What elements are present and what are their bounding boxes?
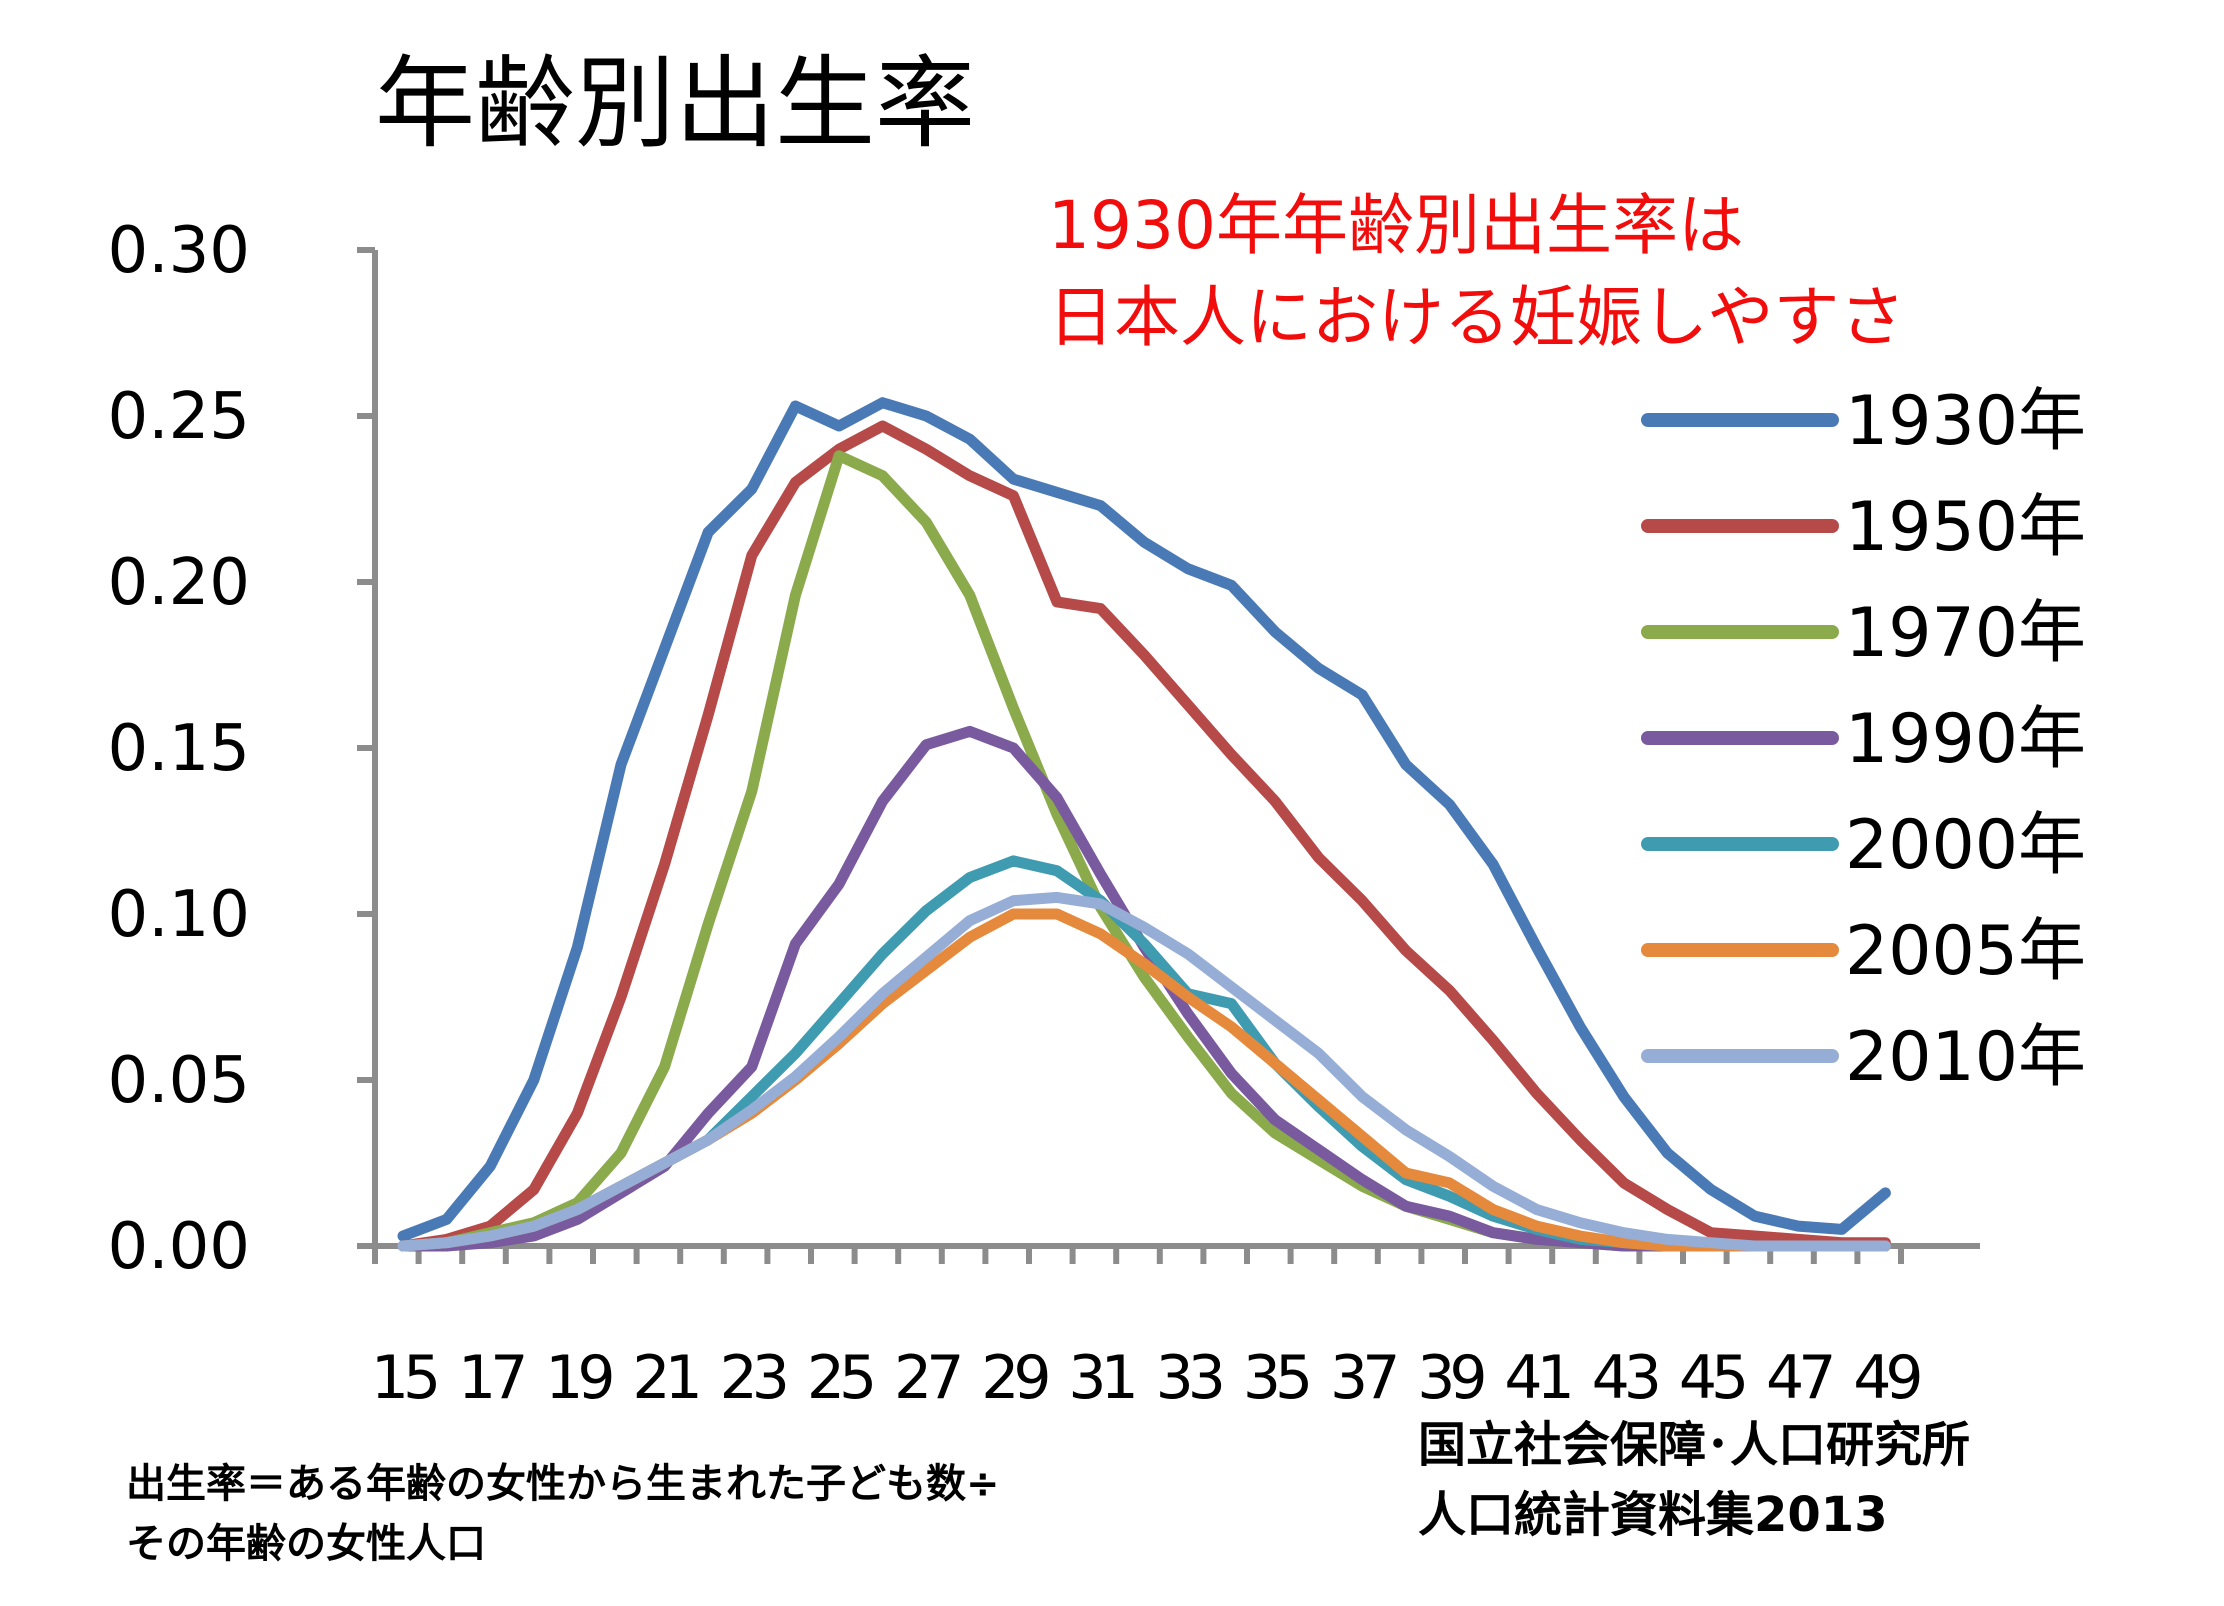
y-tick-label: 0.15 <box>108 712 251 786</box>
series-line-1 <box>397 420 1891 1252</box>
x-tick-label: 15 <box>371 1343 436 1413</box>
x-tick-label: 19 <box>545 1343 611 1413</box>
y-tick-label: 0.20 <box>108 546 251 620</box>
legend-label-1: 1950年 <box>1845 488 2086 567</box>
footnote-line-1: 出生率＝ある年齢の女性から生まれた子ども数÷ <box>126 1461 1000 1507</box>
page-title: 年齢別出生率 <box>375 45 975 162</box>
x-tick-label: 39 <box>1417 1343 1483 1413</box>
x-tick-label: 47 <box>1766 1343 1832 1413</box>
x-tick-label: 35 <box>1243 1343 1308 1413</box>
x-tick-label: 17 <box>458 1343 524 1413</box>
annotation-line-2: 日本人における妊娠しやすさ <box>1048 279 1906 356</box>
chart-legend: 1930年 1950年 1970年 1990年 2000年 2005年 2010年 <box>1641 382 2086 1097</box>
series-line-0 <box>397 397 1891 1242</box>
annotation: 1930年年齢別出生率は 日本人における妊娠しやすさ <box>1048 180 1905 364</box>
x-tick-label: 45 <box>1679 1343 1744 1413</box>
y-tick-label: 0.00 <box>108 1210 251 1284</box>
x-tick-label: 27 <box>894 1343 960 1413</box>
x-tick-label: 41 <box>1504 1343 1569 1413</box>
x-tick-label: 33 <box>1156 1343 1222 1413</box>
legend-label-6: 2010年 <box>1845 1018 2086 1097</box>
legend-label-3: 1990年 <box>1845 700 2086 779</box>
y-tick-label: 0.30 <box>108 214 251 288</box>
source-line-1: 国立社会保障･人口研究所 <box>1418 1417 1971 1473</box>
source-line-2: 人口統計資料集2013 <box>1418 1487 1888 1543</box>
series-line-6 <box>397 891 1891 1252</box>
annotation-line-1: 1930年年齢別出生率は <box>1048 187 1744 264</box>
y-tick-label: 0.10 <box>108 878 251 952</box>
source-citation: 国立社会保障･人口研究所 人口統計資料集2013 <box>1418 1410 1970 1550</box>
legend-label-5: 2005年 <box>1845 912 2086 991</box>
y-tick-label: 0.25 <box>108 380 251 454</box>
chart-axes: 0.00 0.05 0.10 0.15 0.20 0.25 0.30 15 17 19 21 23 25… <box>108 214 1980 1413</box>
x-tick-label: 21 <box>632 1343 697 1413</box>
x-tick-label: 43 <box>1592 1343 1658 1413</box>
x-tick-label: 23 <box>720 1343 786 1413</box>
footnote-line-2: その年齢の女性人口 <box>126 1521 486 1567</box>
y-tick-label: 0.05 <box>108 1044 251 1118</box>
x-tick-label: 25 <box>807 1343 872 1413</box>
x-tick-label: 31 <box>1068 1343 1133 1413</box>
x-tick-label: 29 <box>981 1343 1047 1413</box>
x-tick-label: 49 <box>1853 1343 1919 1413</box>
legend-label-4: 2000年 <box>1845 806 2086 885</box>
legend-label-2: 1970年 <box>1845 594 2086 673</box>
footnote: 出生率＝ある年齢の女性から生まれた子ども数÷ その年齢の女性人口 <box>126 1454 1000 1574</box>
x-tick-label: 37 <box>1330 1343 1396 1413</box>
legend-label-0: 1930年 <box>1845 382 2086 461</box>
chart-series <box>397 397 1891 1252</box>
